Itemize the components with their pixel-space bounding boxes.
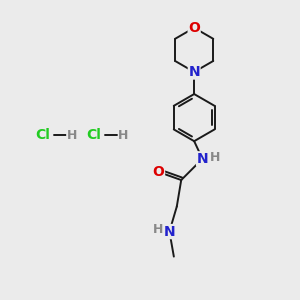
Text: H: H: [67, 129, 77, 142]
Text: O: O: [153, 165, 164, 179]
Text: O: O: [188, 21, 200, 35]
Text: H: H: [118, 129, 129, 142]
Text: H: H: [153, 223, 164, 236]
Text: N: N: [164, 225, 175, 238]
Text: H: H: [210, 151, 220, 164]
Text: N: N: [188, 65, 200, 79]
Text: Cl: Cl: [87, 128, 101, 142]
Text: Cl: Cl: [35, 128, 50, 142]
Text: N: N: [196, 152, 208, 166]
